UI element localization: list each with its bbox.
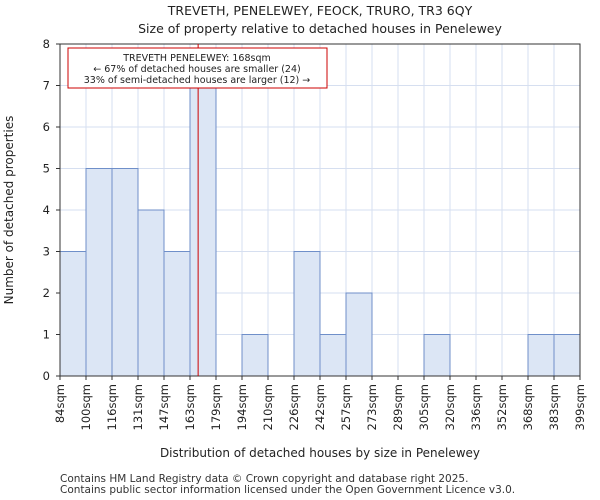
x-tick-label-273sqm: 273sqm [365, 384, 379, 430]
x-axis-ticks: 84sqm 100sqm 116sqm 131sqm 147sqm 163sqm 179sq… [53, 376, 587, 430]
chart-title-line1: TREVETH, PENELEWEY, FEOCK, TRURO, TR3 6Q… [167, 3, 473, 18]
bar-383sqm [553, 334, 581, 377]
x-tick-label-383sqm: 383sqm [547, 384, 561, 430]
x-tick-label-210sqm: 210sqm [261, 384, 275, 430]
bar-84sqm [59, 251, 87, 377]
y-tick-label: 2 [43, 286, 50, 300]
x-tick-label-320sqm: 320sqm [443, 384, 457, 430]
x-tick-label-163sqm: 163sqm [183, 384, 197, 430]
y-tick-label: 6 [43, 120, 50, 134]
x-tick-label-368sqm: 368sqm [521, 384, 535, 430]
x-tick-label-399sqm: 399sqm [573, 384, 587, 430]
y-tick-label: 5 [43, 162, 50, 176]
x-tick-label-100sqm: 100sqm [79, 384, 93, 430]
y-tick-label: 1 [43, 328, 50, 342]
y-axis-label: Number of detached properties [2, 116, 16, 305]
y-tick-label: 4 [43, 203, 50, 217]
x-tick-label-352sqm: 352sqm [495, 384, 509, 430]
x-axis-label: Distribution of detached houses by size … [160, 446, 480, 460]
x-tick-label-147sqm: 147sqm [157, 384, 171, 430]
bar-257sqm [345, 292, 373, 377]
y-tick-label: 3 [43, 245, 50, 259]
bar-100sqm [85, 168, 113, 377]
bar-116sqm [111, 168, 139, 377]
y-axis-ticks: 0 1 2 3 4 5 6 7 8 [43, 37, 60, 383]
x-tick-label-131sqm: 131sqm [131, 384, 145, 430]
bar-194sqm [241, 334, 269, 377]
chart-title-line2: Size of property relative to detached ho… [138, 21, 502, 36]
x-tick-label-226sqm: 226sqm [287, 384, 301, 430]
bar-368sqm [527, 334, 555, 377]
x-tick-label-116sqm: 116sqm [105, 384, 119, 430]
footer-copyright: Contains HM Land Registry data © Crown c… [60, 473, 469, 485]
annotation-box: TREVETH PENELEWEY: 168sqm ← 67% of detac… [67, 47, 328, 89]
bar-242sqm [319, 334, 347, 377]
x-tick-label-289sqm: 289sqm [391, 384, 405, 430]
x-tick-label-84sqm: 84sqm [53, 384, 67, 423]
bar-163sqm [189, 85, 217, 377]
bar-226sqm [293, 251, 321, 377]
x-tick-label-242sqm: 242sqm [313, 384, 327, 430]
annotation-line3: 33% of semi-detached houses are larger (… [84, 75, 311, 86]
y-tick-label: 7 [43, 79, 50, 93]
y-tick-label: 8 [43, 37, 50, 51]
bar-305sqm [423, 334, 451, 377]
x-tick-label-257sqm: 257sqm [339, 384, 353, 430]
bar-147sqm [163, 251, 191, 377]
bar-131sqm [137, 209, 165, 377]
x-tick-label-194sqm: 194sqm [235, 384, 249, 430]
bars [59, 85, 581, 377]
x-tick-label-336sqm: 336sqm [469, 384, 483, 430]
y-tick-label: 0 [43, 369, 50, 383]
x-tick-label-305sqm: 305sqm [417, 384, 431, 430]
footer-licence: Contains public sector information licen… [60, 484, 516, 496]
annotation-line1: TREVETH PENELEWEY: 168sqm [122, 53, 271, 64]
x-tick-label-179sqm: 179sqm [209, 384, 223, 430]
annotation-line2: ← 67% of detached houses are smaller (24… [93, 64, 300, 75]
